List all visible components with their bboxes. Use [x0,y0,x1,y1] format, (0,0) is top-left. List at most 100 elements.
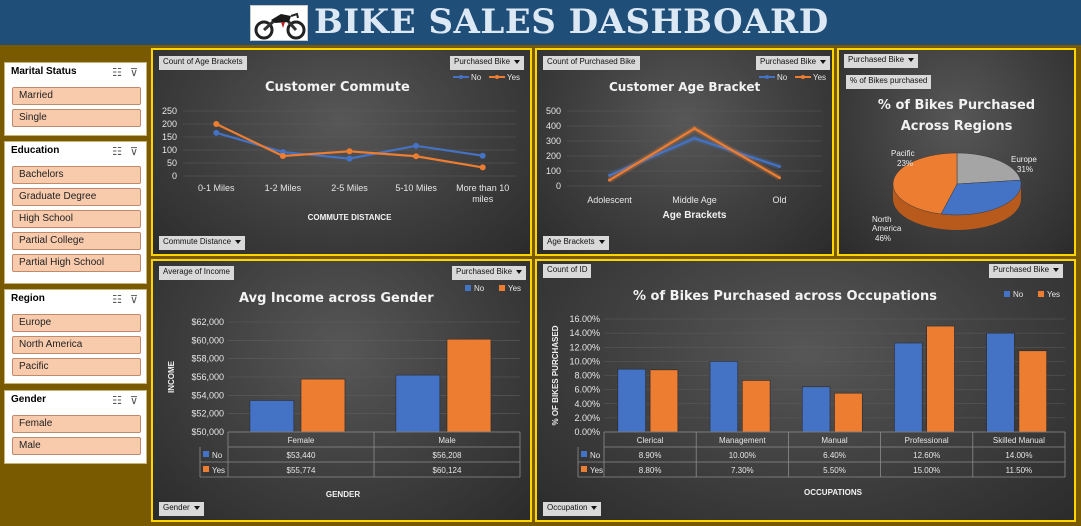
slicer-item-bachelors[interactable]: Bachelors [12,166,141,184]
x-tick-label: miles [472,194,494,204]
pie-label: America [872,224,902,233]
data-point [346,148,353,155]
slicer-item-female[interactable]: Female [12,415,141,433]
y-tick-label: 200 [162,119,177,129]
clear-filter-icon[interactable]: ⊽ [129,66,138,79]
multi-select-icon[interactable]: ☷ [112,293,122,306]
occupation-bar-chart: 0.00% 2.00% 4.00% 6.00% 8.00% 10.00% 12.00% 14.… [551,290,1066,497]
table-value: 7.30% [731,466,754,475]
y-tick-label: 16.00% [569,314,600,324]
table-value: 8.90% [639,451,662,460]
table-legend-swatch [203,451,209,457]
bar-yes [926,325,955,433]
chevron-down-icon [1053,267,1060,272]
chart-title: % of Bikes Purchased across Occupations [633,289,937,304]
legend-swatch [1004,291,1010,297]
chevron-down-icon [193,505,200,510]
slicer-marital-status: Marital Status ☷ ⊽ Married Single [4,62,147,136]
table-value: 5.50% [823,466,846,475]
axis-field-button[interactable]: Gender [159,502,204,516]
series-field-button[interactable]: Purchased Bike [756,56,831,70]
slicer-item-graduate-degree[interactable]: Graduate Degree [12,188,141,206]
commute-chart-panel: Count of Age Brackets Purchased Bike Com… [151,48,532,256]
data-point [778,176,781,180]
legend-marker [495,75,499,79]
slicer-title: Region [11,293,45,304]
x-tick-label: Skilled Manual [993,436,1045,445]
data-point [778,165,781,168]
table-value: $55,774 [287,466,316,475]
axis-field-button[interactable]: Commute Distance [159,236,246,250]
x-tick-label: Professional [905,436,949,445]
slicer-item-europe[interactable]: Europe [12,314,141,332]
value-field-button[interactable]: Average of Income [159,266,235,280]
slicer-item-partial-college[interactable]: Partial College [12,232,141,250]
bar-yes [300,378,346,433]
y-tick-label: 50 [167,158,177,168]
pie-percent: 46% [875,234,891,243]
slicer-item-high-school[interactable]: High School [12,210,141,228]
pie-side-wall [893,184,1021,230]
data-point [213,129,220,136]
legend-swatch [499,285,505,291]
table-legend-swatch [203,466,209,472]
axis-field-button[interactable]: Occupation [543,502,602,516]
y-tick-label: 100 [162,145,177,155]
legend-marker [459,75,463,79]
y-tick-label: $52,000 [191,409,224,419]
clear-filter-icon[interactable]: ⊽ [129,293,138,306]
series-field-button[interactable]: Purchased Bike [450,56,525,70]
slicer-item-partial-high-school[interactable]: Partial High School [12,254,141,272]
value-field-button[interactable]: Count of ID [543,264,592,278]
pie-label: North [872,215,892,224]
chevron-down-icon [514,59,521,64]
filter-field-button[interactable]: Purchased Bike [844,54,919,68]
y-tick-label: $58,000 [191,354,224,364]
y-tick-label: 4.00% [574,399,600,409]
clear-filter-icon[interactable]: ⊽ [129,145,138,158]
series-field-button[interactable]: Purchased Bike [989,264,1064,278]
chevron-down-icon [820,59,827,64]
legend-label: No [471,73,482,82]
clear-filter-icon[interactable]: ⊽ [129,394,138,407]
y-tick-label: 0 [172,171,177,181]
slicer-item-male[interactable]: Male [12,437,141,455]
x-tick-label: Management [719,436,766,445]
slicer-item-pacific[interactable]: Pacific [12,358,141,376]
y-tick-label: 150 [162,132,177,142]
y-tick-label: $56,000 [191,372,224,382]
slicer-item-north-america[interactable]: North America [12,336,141,354]
multi-select-icon[interactable]: ☷ [112,394,122,407]
y-tick-label: 400 [546,121,561,131]
series-field-button[interactable]: Purchased Bike [452,266,527,280]
y-tick-label: 12.00% [569,342,600,352]
y-tick-label: 14.00% [569,328,600,338]
legend-label: No [1013,290,1024,299]
table-value: 11.50% [1006,466,1033,475]
multi-select-icon[interactable]: ☷ [112,66,122,79]
value-field-button[interactable]: % of Bikes purchased [846,75,932,89]
legend-label: Yes [508,284,521,293]
axis-field-button[interactable]: Age Brackets [543,236,609,250]
chevron-down-icon [516,269,523,274]
y-tick-label: $62,000 [191,317,224,327]
y-tick-label: 200 [546,151,561,161]
table-legend-swatch [581,466,587,472]
data-point [413,153,420,160]
multi-select-icon[interactable]: ☷ [112,145,122,158]
income-bar-chart: $50,000 $52,000 $54,000 $56,000 $58,000 $60,0… [167,284,521,499]
bar-yes [834,392,863,433]
slicer-item-single[interactable]: Single [12,109,141,127]
slicer-item-married[interactable]: Married [12,87,141,105]
table-value: 15.00% [913,466,940,475]
bar-no [709,361,739,433]
data-point [413,142,420,149]
y-tick-label: 0.00% [574,427,600,437]
table-value: 10.00% [729,451,756,460]
age-line-chart: 0 100 200 300 400 500 Adolescent Middle Age Old A… [546,73,826,221]
y-tick-label: 100 [546,166,561,176]
value-field-button[interactable]: Count of Purchased Bike [543,56,640,70]
pie-label: Pacific [891,149,915,158]
value-field-button[interactable]: Count of Age Brackets [159,56,247,70]
